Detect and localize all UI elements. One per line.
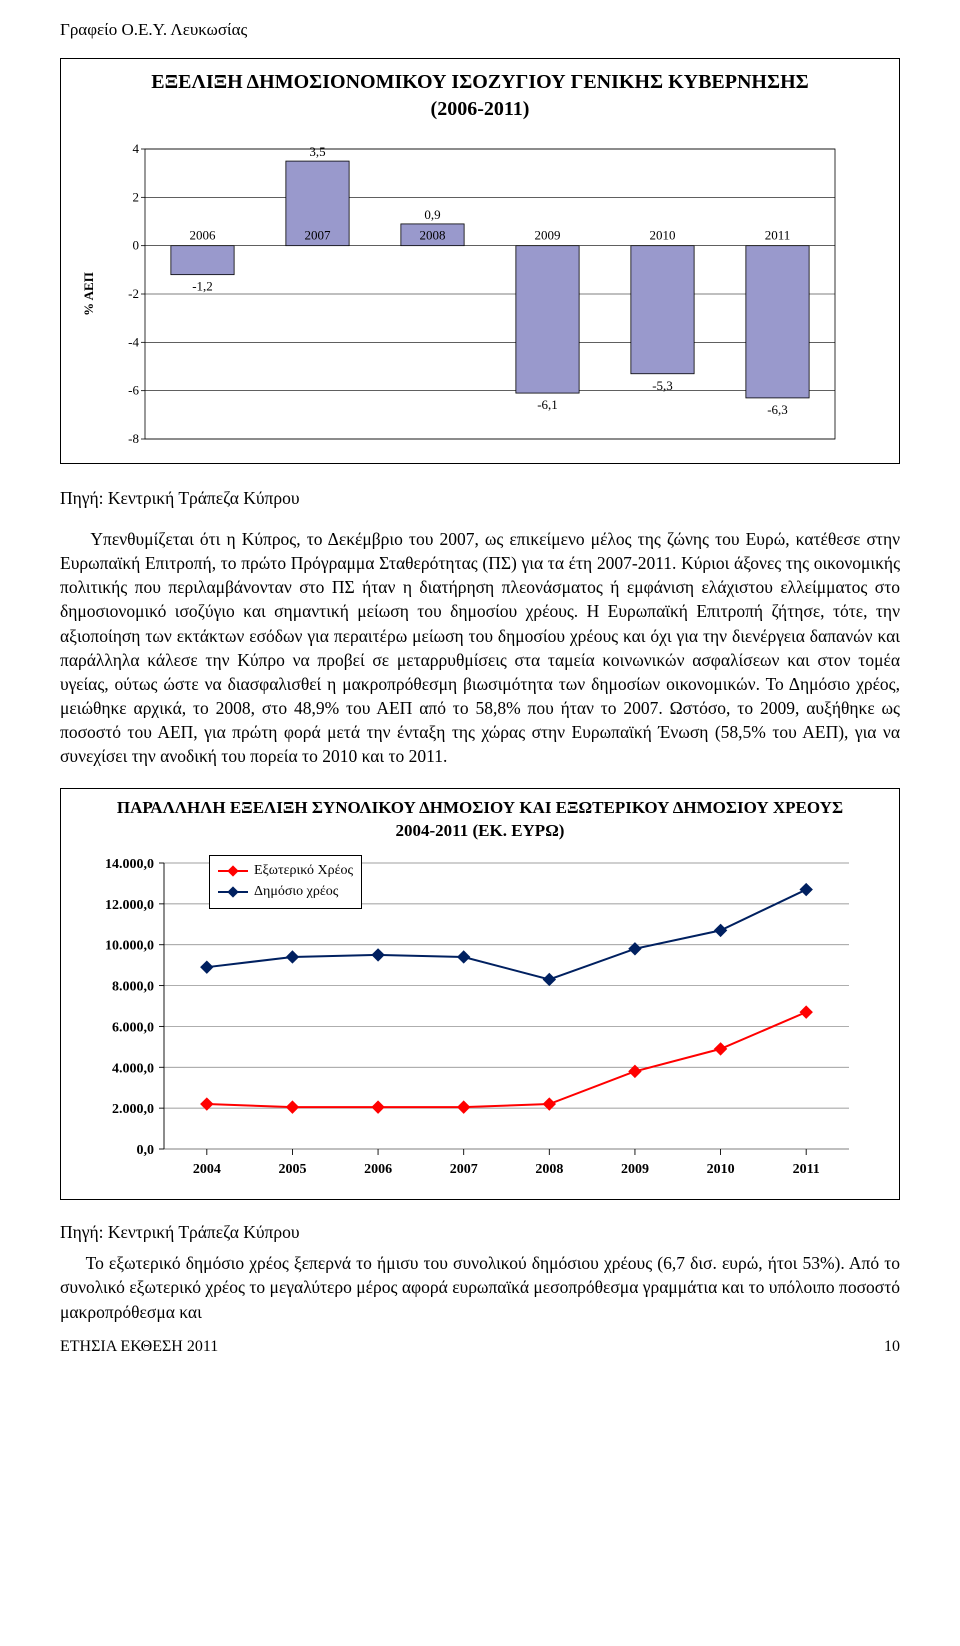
page-footer: ΕΤΗΣΙΑ ΕΚΘΕΣΗ 2011 10: [60, 1338, 900, 1356]
line-chart-svg: 0,0 2.000,0 4.000,0 6.000,0 8.000,0 10.000,0 1…: [69, 849, 869, 1189]
bar-chart-title: ΕΞΕΛΙΞΗ ΔΗΜΟΣΙΟΝΟΜΙΚΟΥ ΙΣΟΖΥΓΙΟΥ ΓΕΝΙΚΗΣ…: [75, 69, 885, 123]
line-chart-title-line2: 2004-2011 (ΕΚ. ΕΥΡΩ): [396, 821, 565, 840]
line-chart-legend: Εξωτερικό Χρέος Δημόσιο χρέος: [209, 855, 362, 909]
page-footer-right: 10: [884, 1338, 900, 1356]
svg-text:-2: -2: [128, 286, 139, 301]
page-root: Γραφείο Ο.Ε.Υ. Λευκωσίας ΕΞΕΛΙΞΗ ΔΗΜΟΣΙΟ…: [0, 0, 960, 1396]
svg-text:4.000,0: 4.000,0: [112, 1062, 154, 1077]
svg-text:2011: 2011: [765, 228, 791, 243]
body-paragraph: Υπενθυμίζεται ότι η Κύπρος, το Δεκέμβριο…: [60, 527, 900, 768]
bar-chart-svg: -8 -6 -4 -2 0 2 4 2006 -1,2 2007 3,5 2008 0,9 2009 -6,…: [75, 129, 855, 449]
legend-row-external: Εξωτερικό Χρέος: [218, 860, 353, 881]
svg-text:2.000,0: 2.000,0: [112, 1102, 154, 1117]
svg-text:0: 0: [133, 238, 140, 253]
line-chart-title-line1: ΠΑΡΑΛΛΗΛΗ ΕΞΕΛΙΞΗ ΣΥΝΟΛΙΚΟΥ ΔΗΜΟΣΙΟΥ ΚΑΙ…: [117, 798, 843, 817]
svg-text:0,0: 0,0: [137, 1143, 155, 1158]
svg-text:2007: 2007: [450, 1162, 478, 1177]
svg-text:2006: 2006: [364, 1162, 392, 1177]
svg-text:3,5: 3,5: [309, 144, 325, 159]
svg-text:6.000,0: 6.000,0: [112, 1021, 154, 1036]
svg-text:-6,1: -6,1: [537, 397, 558, 412]
legend-swatch-public: [218, 891, 248, 893]
line-chart-title: ΠΑΡΑΛΛΗΛΗ ΕΞΕΛΙΞΗ ΣΥΝΟΛΙΚΟΥ ΔΗΜΟΣΙΟΥ ΚΑΙ…: [69, 797, 891, 843]
svg-text:-4: -4: [128, 334, 139, 349]
svg-text:2010: 2010: [707, 1162, 735, 1177]
svg-text:8.000,0: 8.000,0: [112, 980, 154, 995]
svg-text:2009: 2009: [621, 1162, 649, 1177]
office-header: Γραφείο Ο.Ε.Υ. Λευκωσίας: [60, 20, 900, 40]
svg-text:4: 4: [133, 141, 140, 156]
svg-text:2004: 2004: [193, 1162, 221, 1177]
svg-text:2007: 2007: [305, 228, 332, 243]
svg-text:2010: 2010: [650, 228, 676, 243]
footer-paragraph: Το εξωτερικό δημόσιο χρέος ξεπερνά το ήμ…: [60, 1251, 900, 1323]
bar-chart-source: Πηγή: Κεντρική Τράπεζα Κύπρου: [60, 488, 900, 509]
svg-text:-6,3: -6,3: [767, 402, 788, 417]
svg-text:-1,2: -1,2: [192, 279, 213, 294]
legend-row-public: Δημόσιο χρέος: [218, 881, 353, 902]
svg-text:2: 2: [133, 189, 140, 204]
svg-text:2008: 2008: [535, 1162, 563, 1177]
svg-text:12.000,0: 12.000,0: [105, 898, 154, 913]
svg-text:0,9: 0,9: [424, 207, 440, 222]
svg-text:% ΑΕΠ: % ΑΕΠ: [81, 272, 96, 316]
svg-text:2006: 2006: [190, 228, 217, 243]
footer-paragraph-text: Το εξωτερικό δημόσιο χρέος ξεπερνά το ήμ…: [60, 1253, 900, 1321]
svg-text:10.000,0: 10.000,0: [105, 939, 154, 954]
legend-swatch-external: [218, 870, 248, 872]
legend-label-external: Εξωτερικό Χρέος: [254, 860, 353, 881]
svg-text:2008: 2008: [420, 228, 446, 243]
line-chart-source: Πηγή: Κεντρική Τράπεζα Κύπρου: [60, 1222, 900, 1243]
svg-text:-5,3: -5,3: [652, 378, 673, 393]
bar-chart-title-line2: (2006-2011): [75, 96, 885, 123]
svg-text:-6: -6: [128, 383, 139, 398]
svg-text:14.000,0: 14.000,0: [105, 857, 154, 872]
body-paragraph-text: Υπενθυμίζεται ότι η Κύπρος, το Δεκέμβριο…: [60, 529, 900, 766]
svg-text:2005: 2005: [278, 1162, 306, 1177]
line-chart-container: ΠΑΡΑΛΛΗΛΗ ΕΞΕΛΙΞΗ ΣΥΝΟΛΙΚΟΥ ΔΗΜΟΣΙΟΥ ΚΑΙ…: [60, 788, 900, 1200]
legend-label-public: Δημόσιο χρέος: [254, 881, 338, 902]
svg-text:-8: -8: [128, 431, 139, 446]
bar-chart-container: ΕΞΕΛΙΞΗ ΔΗΜΟΣΙΟΝΟΜΙΚΟΥ ΙΣΟΖΥΓΙΟΥ ΓΕΝΙΚΗΣ…: [60, 58, 900, 464]
bar-chart-title-line1: ΕΞΕΛΙΞΗ ΔΗΜΟΣΙΟΝΟΜΙΚΟΥ ΙΣΟΖΥΓΙΟΥ ΓΕΝΙΚΗΣ…: [151, 71, 808, 93]
svg-text:2011: 2011: [793, 1162, 820, 1177]
svg-text:2009: 2009: [535, 228, 561, 243]
page-footer-left: ΕΤΗΣΙΑ ΕΚΘΕΣΗ 2011: [60, 1338, 218, 1356]
